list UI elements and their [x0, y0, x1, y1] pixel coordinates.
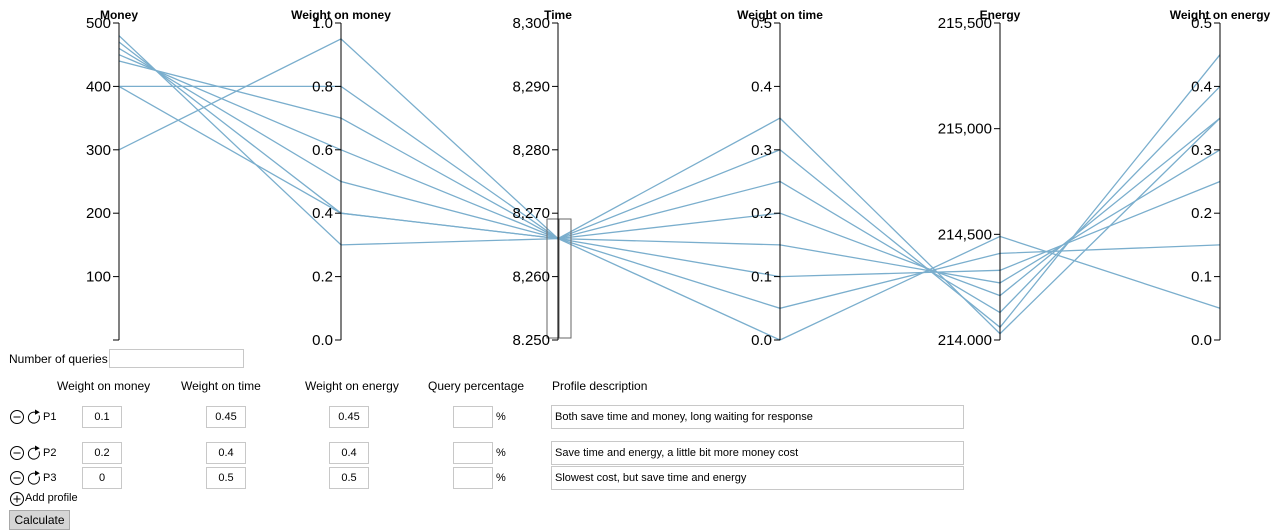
tick-label: 0.1 — [1191, 269, 1212, 286]
number-of-queries-label: Number of queries — [9, 352, 108, 366]
axis-title[interactable]: Money — [100, 8, 138, 22]
weight-energy-input[interactable] — [329, 442, 369, 464]
weight-energy-input[interactable] — [329, 467, 369, 489]
tick-label: 0.2 — [312, 269, 333, 286]
tick-label: 400 — [86, 78, 111, 95]
cycle-profile-icon[interactable] — [26, 445, 42, 461]
tick-label: 214,500 — [938, 226, 992, 243]
profile-label: P1 — [43, 411, 57, 423]
axis-title[interactable]: Energy — [980, 8, 1021, 22]
axis-title[interactable]: Weight on energy — [1170, 8, 1271, 22]
cycle-profile-icon[interactable] — [26, 409, 42, 425]
axis-title[interactable]: Weight on time — [737, 8, 823, 22]
profile-row: P1 % — [0, 405, 1283, 430]
profile-line — [118, 85, 1221, 335]
tick-label: 8,250 — [512, 332, 550, 345]
tick-label: 0.2 — [1191, 205, 1212, 222]
tick-label: 0.5 — [1191, 15, 1212, 32]
tick-label: 0.0 — [1191, 332, 1212, 345]
profile-line — [118, 54, 1221, 284]
tick-label: 0.4 — [1191, 78, 1212, 95]
tick-label: 0.6 — [312, 142, 333, 159]
tick-label: 0.4 — [312, 205, 333, 222]
profile-label: P2 — [43, 447, 57, 459]
header-weight-money: Weight on money — [57, 379, 151, 393]
tick-label: 214,000 — [938, 332, 992, 345]
profile-line — [118, 60, 1221, 278]
remove-profile-icon[interactable] — [9, 445, 25, 461]
profile-description-input[interactable] — [551, 405, 964, 429]
tick-label: 0.3 — [1191, 142, 1212, 159]
plus-circle-icon — [10, 492, 24, 506]
calculate-button[interactable]: Calculate — [9, 510, 70, 530]
percent-sign: % — [496, 472, 506, 484]
weight-time-input[interactable] — [206, 442, 246, 464]
remove-profile-icon[interactable] — [9, 409, 25, 425]
profile-description-input[interactable] — [551, 466, 964, 490]
query-percentage-input[interactable] — [453, 406, 493, 428]
tick-label: 300 — [86, 142, 111, 159]
profile-line — [118, 47, 1221, 297]
weight-time-input[interactable] — [206, 467, 246, 489]
weight-time-input[interactable] — [206, 406, 246, 428]
weight-energy-input[interactable] — [329, 406, 369, 428]
tick-label: 8,270 — [512, 205, 550, 222]
weight-money-input[interactable] — [82, 406, 122, 428]
profile-line — [118, 35, 1221, 329]
tick-label: 8,280 — [512, 142, 550, 159]
profile-line — [119, 85, 1221, 309]
cycle-profile-icon[interactable] — [26, 470, 42, 486]
profile-line — [118, 41, 1221, 314]
tick-label: 0.2 — [751, 205, 772, 222]
tick-label: 0.4 — [751, 78, 772, 95]
percent-sign: % — [496, 447, 506, 459]
axis-title[interactable]: Weight on money — [291, 8, 391, 22]
polylines — [118, 35, 1221, 341]
tick-label: 0.3 — [751, 142, 772, 159]
profile-line — [118, 38, 1221, 341]
tick-label: 215,500 — [938, 15, 992, 32]
query-percentage-input[interactable] — [453, 442, 493, 464]
tick-label: 500 — [86, 15, 111, 32]
percent-sign: % — [496, 411, 506, 423]
axes: 100200300400500Money0.00.20.40.60.81.0We… — [86, 8, 1271, 345]
weight-money-input[interactable] — [82, 442, 122, 464]
tick-label: 0.1 — [751, 269, 772, 286]
add-profile-label: Add profile — [25, 492, 78, 504]
remove-profile-icon[interactable] — [9, 470, 25, 486]
weight-money-input[interactable] — [82, 467, 122, 489]
query-percentage-input[interactable] — [453, 467, 493, 489]
tick-label: 0.0 — [312, 332, 333, 345]
header-profile-description: Profile description — [552, 379, 648, 393]
tick-label: 215,000 — [938, 121, 992, 138]
number-of-queries-input[interactable] — [109, 349, 244, 368]
profile-label: P3 — [43, 472, 57, 484]
tick-label: 1.0 — [312, 15, 333, 32]
tick-label: 200 — [86, 205, 111, 222]
tick-label: 100 — [86, 269, 111, 286]
parallel-coordinates-chart: 100200300400500Money0.00.20.40.60.81.0We… — [86, 8, 1271, 345]
tick-label: 0.5 — [751, 15, 772, 32]
profile-description-input[interactable] — [551, 441, 964, 465]
header-weight-energy: Weight on energy — [305, 379, 399, 393]
header-query-percentage: Query percentage — [428, 379, 525, 393]
tick-label: 8,290 — [512, 78, 550, 95]
tick-label: 8,260 — [512, 269, 550, 286]
header-weight-time: Weight on time — [181, 379, 261, 393]
profile-row: P3 % — [0, 466, 1283, 491]
tick-label: 8,300 — [512, 15, 550, 32]
tick-label: 0.8 — [312, 78, 333, 95]
axis-title[interactable]: Time — [544, 8, 572, 22]
profile-row: P2 % — [0, 441, 1283, 466]
tick-label: 0.0 — [751, 332, 772, 345]
